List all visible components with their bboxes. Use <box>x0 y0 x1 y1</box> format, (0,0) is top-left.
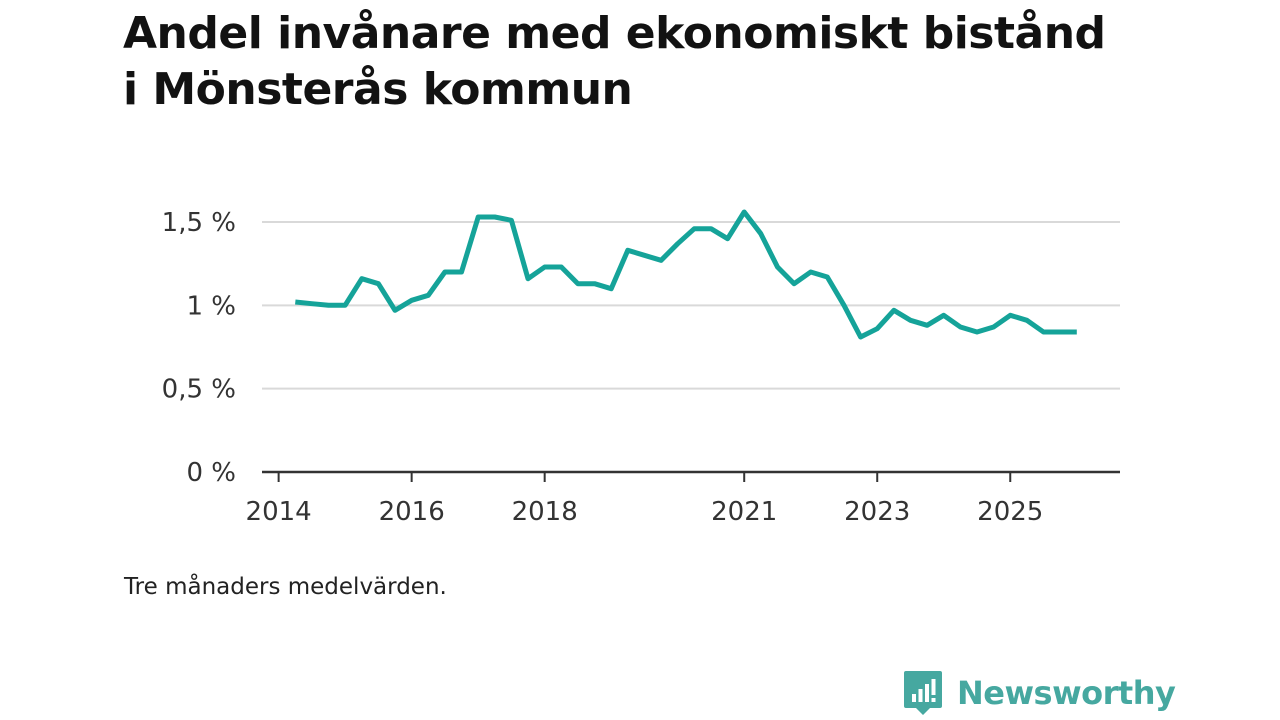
brand-logo: Newsworthy <box>903 670 1176 716</box>
x-axis-tick-labels: 2014 2016 2018 2021 2023 2025 <box>246 497 1044 527</box>
x-tick-label: 2018 <box>512 497 578 527</box>
x-tick-label: 2025 <box>977 497 1043 527</box>
chart-note: Tre månaders medelvärden. <box>124 574 447 600</box>
chart-title: Andel invånare med ekonomiskt bistånd i … <box>123 8 1106 115</box>
y-tick-label: 1 % <box>186 291 236 321</box>
brand-name: Newsworthy <box>957 674 1176 712</box>
y-tick-label: 0,5 % <box>162 375 236 405</box>
x-tick-label: 2016 <box>379 497 445 527</box>
x-tick-label: 2021 <box>711 497 777 527</box>
x-tick-label: 2023 <box>844 497 910 527</box>
newsworthy-logo-icon <box>904 671 942 715</box>
x-axis <box>262 470 1120 482</box>
series-group <box>295 209 1077 340</box>
y-tick-label: 0 % <box>186 458 236 488</box>
series-line-0 <box>295 209 1077 340</box>
y-tick-label: 1,5 % <box>162 208 236 238</box>
y-axis-tick-labels: 0 % 0,5 % 1 % 1,5 % <box>162 208 236 488</box>
x-tick-label: 2014 <box>246 497 312 527</box>
